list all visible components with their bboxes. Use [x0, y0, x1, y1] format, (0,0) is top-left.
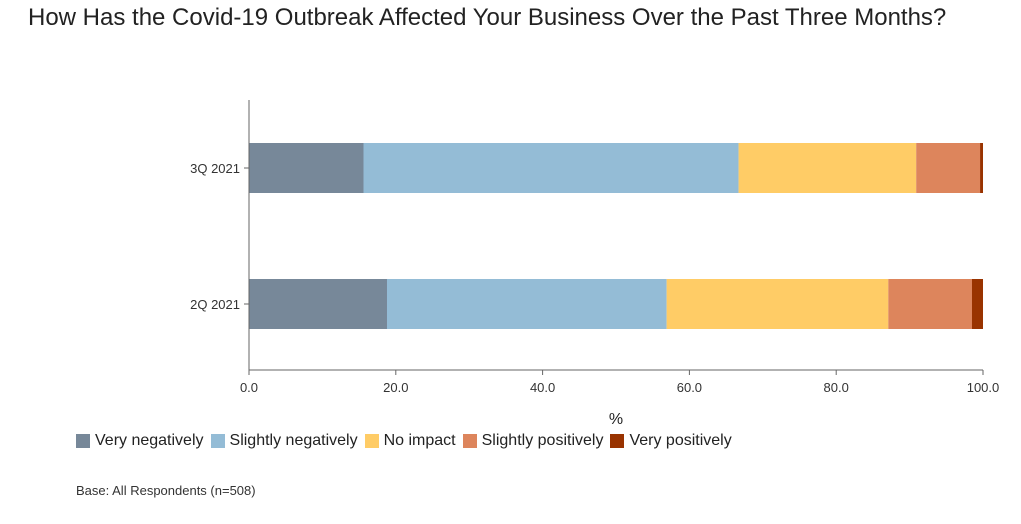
legend-item: Slightly negatively — [210, 432, 358, 450]
y-tick-label: 3Q 2021 — [190, 161, 240, 176]
bar-3q-2021-no-impact — [738, 143, 917, 193]
x-tick-label: 80.0 — [824, 380, 849, 395]
y-tick-label: 2Q 2021 — [190, 297, 240, 312]
bar-2q-2021-very-negatively — [249, 279, 387, 329]
legend-item: Very negatively — [76, 432, 204, 450]
legend-item: Slightly positively — [462, 432, 604, 450]
legend-label: No impact — [383, 432, 456, 449]
stacked-bar-chart: 3Q 2021 2Q 2021 0.0 20.0 40.0 60.0 80.0 100.0% — [190, 100, 1000, 428]
base-footnote: Base: All Respondents (n=508) — [76, 483, 256, 498]
bar-2q-2021-slightly-positively — [888, 279, 972, 329]
bar-2q-2021-slightly-negatively — [386, 279, 667, 329]
legend-label: Very negatively — [95, 432, 204, 449]
bar-3q-2021-very-positively — [980, 143, 983, 193]
legend-label: Slightly negatively — [229, 432, 358, 449]
legend-label: Slightly positively — [481, 432, 604, 449]
legend-item: No impact — [364, 432, 456, 450]
legend-label: Very positively — [629, 432, 732, 449]
x-tick-label: 40.0 — [530, 380, 555, 395]
bar-3q-2021-slightly-positively — [916, 143, 981, 193]
legend-swatch — [610, 434, 625, 448]
legend-item: Very positively — [610, 432, 732, 450]
legend-swatch — [210, 434, 225, 448]
x-tick-label: 0.0 — [240, 380, 258, 395]
legend-swatch — [76, 434, 90, 448]
bar-2q-2021-very-positively — [971, 279, 983, 329]
x-tick-label: 60.0 — [677, 380, 702, 395]
x-tick-label: 100.0 — [967, 380, 1000, 395]
bar-3q-2021-slightly-negatively — [363, 143, 739, 193]
x-tick-label: 20.0 — [383, 380, 408, 395]
x-axis-title: % — [609, 411, 623, 428]
chart-legend: Very negatively Slightly negatively No imp… — [76, 432, 739, 450]
legend-swatch — [364, 434, 379, 448]
chart-title: How Has the Covid-19 Outbreak Affected Y… — [28, 4, 947, 31]
bar-2q-2021-no-impact — [666, 279, 889, 329]
legend-swatch — [462, 434, 477, 448]
bar-3q-2021-very-negatively — [249, 143, 364, 193]
